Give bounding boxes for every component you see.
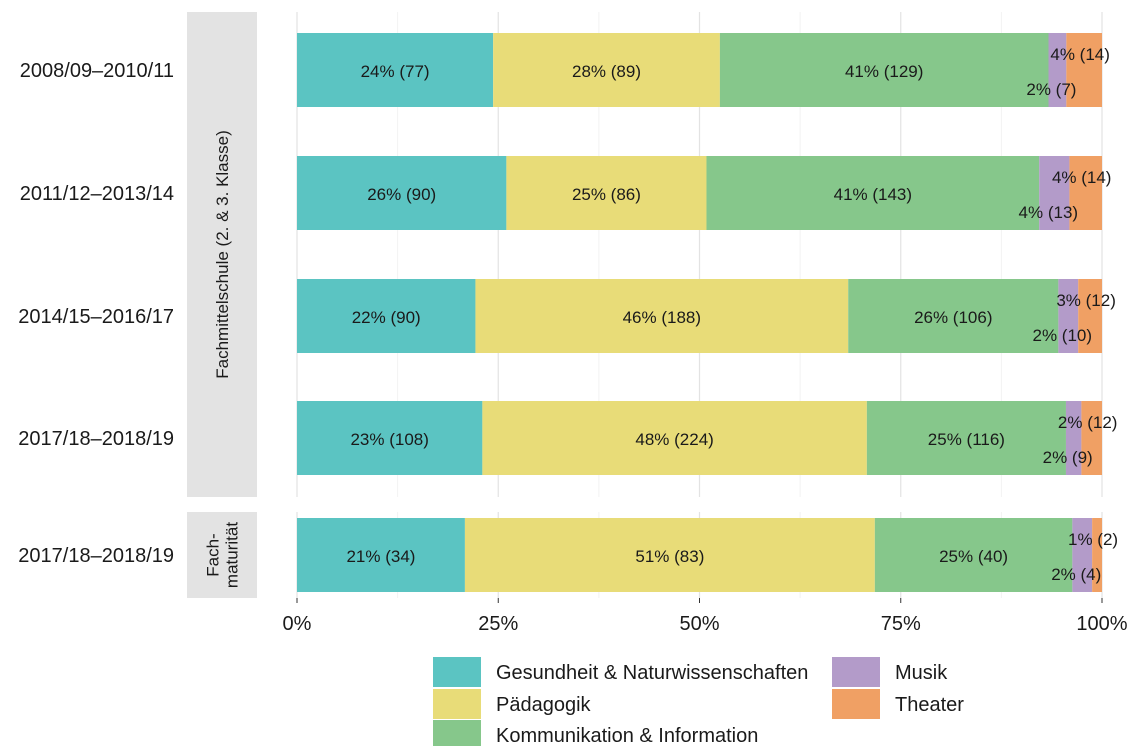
data-label: 26% (90) xyxy=(367,185,436,204)
category-label: 2014/15–2016/17 xyxy=(18,306,174,328)
bar-segment xyxy=(1078,279,1102,353)
data-label: 25% (40) xyxy=(939,547,1008,566)
data-label: 22% (90) xyxy=(352,308,421,327)
legend-label: Pädagogik xyxy=(496,694,592,716)
bar-segment xyxy=(1065,401,1082,475)
panel-strip-label: Fach-maturität xyxy=(204,522,242,588)
panel-strip xyxy=(187,512,257,598)
category-label: 2008/09–2010/11 xyxy=(20,60,174,82)
bar-segment xyxy=(1048,33,1067,107)
category-label: 2017/18–2018/19 xyxy=(18,545,174,567)
legend-swatch xyxy=(832,657,880,687)
x-tick-label: 100% xyxy=(1076,613,1127,635)
bar-segment xyxy=(297,401,483,475)
x-tick-label: 0% xyxy=(283,613,312,635)
data-label: 25% (116) xyxy=(928,430,1005,449)
bar-segment xyxy=(1058,279,1079,353)
data-label: 41% (143) xyxy=(834,185,912,204)
bar-segment xyxy=(706,156,1040,230)
bar-segment xyxy=(297,279,476,353)
bar-segment xyxy=(866,401,1066,475)
data-label: 4% (14) xyxy=(1050,45,1110,64)
data-label: 28% (89) xyxy=(572,62,641,81)
panel-strip-label: Fachmittelschule (2. & 3. Klasse) xyxy=(213,130,232,378)
bar-segment xyxy=(1092,518,1102,592)
legend-swatch xyxy=(832,689,880,719)
panel-strip-label-line: maturität xyxy=(223,522,242,588)
data-label: 21% (34) xyxy=(346,547,415,566)
legend-swatch xyxy=(433,657,481,687)
bar-segment xyxy=(1072,518,1093,592)
bar-segment xyxy=(506,156,707,230)
bar-segment xyxy=(297,518,465,592)
bar-segment xyxy=(475,279,849,353)
data-label: 23% (108) xyxy=(350,430,428,449)
bar-segment xyxy=(482,401,867,475)
x-tick-label: 75% xyxy=(881,613,921,635)
legend-label: Kommunikation & Information xyxy=(496,725,758,746)
bar-segment xyxy=(1039,156,1070,230)
bar-segment xyxy=(1081,401,1102,475)
x-tick-label: 50% xyxy=(679,613,719,635)
data-label: 4% (14) xyxy=(1052,168,1112,187)
bar-segment xyxy=(493,33,720,107)
category-label: 2011/12–2013/14 xyxy=(20,183,174,205)
data-label: 26% (106) xyxy=(914,308,992,327)
panel-strip-label-line: Fach- xyxy=(204,533,223,576)
bar-segment xyxy=(297,156,507,230)
data-label: 2% (4) xyxy=(1051,565,1101,584)
panel-strip xyxy=(187,12,257,497)
bar-segment xyxy=(719,33,1049,107)
bar-segment xyxy=(848,279,1059,353)
data-label: 2% (12) xyxy=(1058,413,1118,432)
data-label: 46% (188) xyxy=(623,308,701,327)
data-label: 25% (86) xyxy=(572,185,641,204)
data-label: 2% (9) xyxy=(1043,448,1093,467)
data-label: 3% (12) xyxy=(1056,291,1116,310)
data-label: 41% (129) xyxy=(845,62,923,81)
data-label: 1% (2) xyxy=(1068,530,1118,549)
x-tick-label: 25% xyxy=(478,613,518,635)
bar-segment xyxy=(464,518,875,592)
bar-segment xyxy=(1066,33,1102,107)
data-label: 2% (10) xyxy=(1033,326,1093,345)
bar-segment xyxy=(297,33,494,107)
legend-swatch xyxy=(433,689,481,719)
panel-strip-label-line: Fachmittelschule (2. & 3. Klasse) xyxy=(213,130,232,378)
legend-label: Gesundheit & Naturwissenschaften xyxy=(496,662,808,684)
data-label: 48% (224) xyxy=(635,430,713,449)
legend-label: Musik xyxy=(895,662,948,684)
data-label: 24% (77) xyxy=(361,62,430,81)
category-label: 2017/18–2018/19 xyxy=(18,428,174,450)
legend-label: Theater xyxy=(895,694,964,716)
data-label: 4% (13) xyxy=(1019,203,1079,222)
data-label: 51% (83) xyxy=(635,547,704,566)
bar-segment xyxy=(1069,156,1102,230)
data-label: 2% (7) xyxy=(1026,80,1076,99)
bar-segment xyxy=(874,518,1073,592)
legend-swatch xyxy=(433,720,481,746)
